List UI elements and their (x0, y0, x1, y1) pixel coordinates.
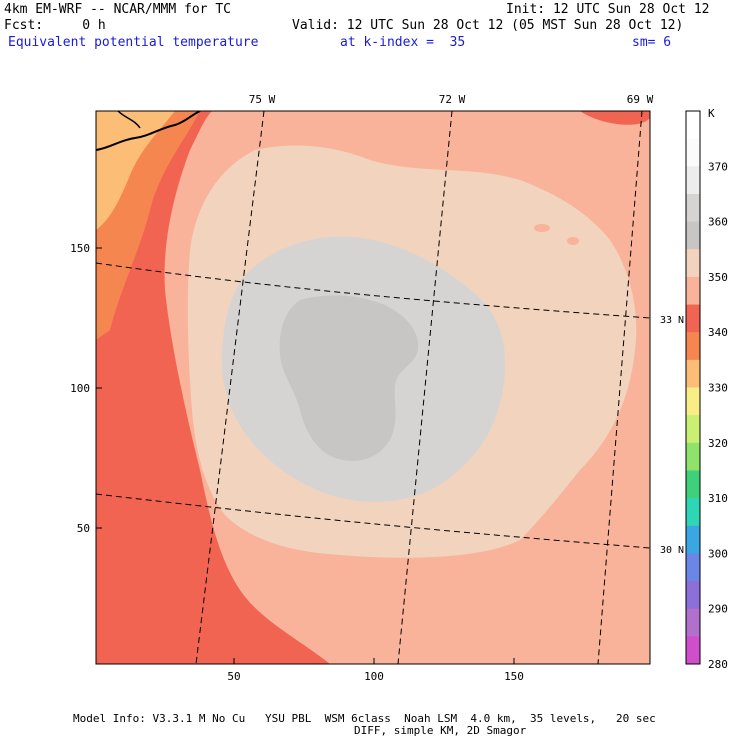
lat-label-33n: 33 N (660, 315, 684, 326)
field-name: Equivalent potential temperature (8, 35, 259, 50)
x-tick-100: 100 (364, 670, 384, 683)
init-time: Init: 12 UTC Sun 28 Oct 12 (506, 2, 710, 17)
colorbar-segment (686, 193, 700, 223)
coastline (117, 111, 141, 129)
colorbar-segment (686, 415, 700, 444)
lat-label-30n: 30 N (660, 545, 684, 556)
lon-label-69w: 69 W (627, 93, 654, 106)
colorbar-frame (685, 110, 701, 665)
colorbar-level-label: 290 (708, 603, 728, 616)
colorbar-level-label: 370 (708, 160, 728, 173)
colorbar-level-label: 280 (708, 658, 728, 671)
colorbar-level-label: 330 (708, 382, 728, 395)
colorbar-segment (686, 525, 700, 554)
smoothing: sm= 6 (632, 35, 672, 50)
colorbar-segment (686, 387, 700, 416)
colorbar-level-label: 350 (708, 271, 728, 284)
model-info-diff: DIFF, simple KM, 2D Smagor (354, 724, 527, 737)
parallel-33n (96, 262, 650, 319)
x-tick-50: 50 (227, 670, 240, 683)
colorbar-unit: K (708, 107, 715, 120)
colorbar-segment (686, 249, 700, 278)
k-index: at k-index = 35 (340, 35, 466, 50)
colorbar-segment (686, 276, 700, 306)
meridian-72w (397, 111, 453, 664)
band-325 (96, 111, 175, 230)
spot (534, 224, 550, 232)
colorbar-level-label: 360 (708, 216, 728, 229)
colorbar-segment (686, 304, 700, 333)
x-tick-150: 150 (504, 670, 524, 683)
colorbar-segment (686, 608, 700, 637)
colorbar-segment (686, 470, 700, 499)
colorbar-level-label: 340 (708, 326, 728, 339)
lon-label-75w: 75 W (249, 93, 276, 106)
colorbar-segment (686, 332, 700, 361)
spot (567, 237, 579, 245)
colorbar-level-label: 310 (708, 492, 728, 505)
y-tick-150: 150 (70, 242, 90, 255)
band-360 (279, 295, 419, 461)
colorbar-segment (686, 498, 700, 527)
colorbar-segment (686, 166, 700, 195)
y-tick-50: 50 (77, 522, 90, 535)
colorbar (685, 110, 701, 665)
colorbar-segment (686, 138, 700, 167)
model-info: Model Info: V3.3.1 M No Cu YSU PBL WSM 6… (73, 712, 656, 725)
colorbar-segment (686, 442, 700, 471)
colorbar-level-label: 320 (708, 437, 728, 450)
contour-fill (96, 111, 650, 664)
model-title: 4km EM-WRF -- NCAR/MMM for TC (4, 2, 231, 17)
meridian-69w (597, 111, 643, 664)
valid-time: Valid: 12 UTC Sun 28 Oct 12 (05 MST Sun … (292, 18, 684, 33)
colorbar-segment (686, 221, 700, 250)
colorbar-level-label: 300 (708, 547, 728, 560)
lon-label-72w: 72 W (439, 93, 466, 106)
colorbar-segment (686, 359, 700, 388)
colorbar-segment (686, 581, 700, 610)
colorbar-segment (686, 111, 700, 140)
colorbar-segment (686, 553, 700, 582)
y-tick-100: 100 (70, 382, 90, 395)
forecast-hour: Fcst: 0 h (4, 18, 106, 33)
colorbar-segment (686, 636, 700, 665)
parallel-30n (96, 493, 650, 549)
meridian-75w (195, 111, 265, 664)
coastline (96, 111, 201, 151)
